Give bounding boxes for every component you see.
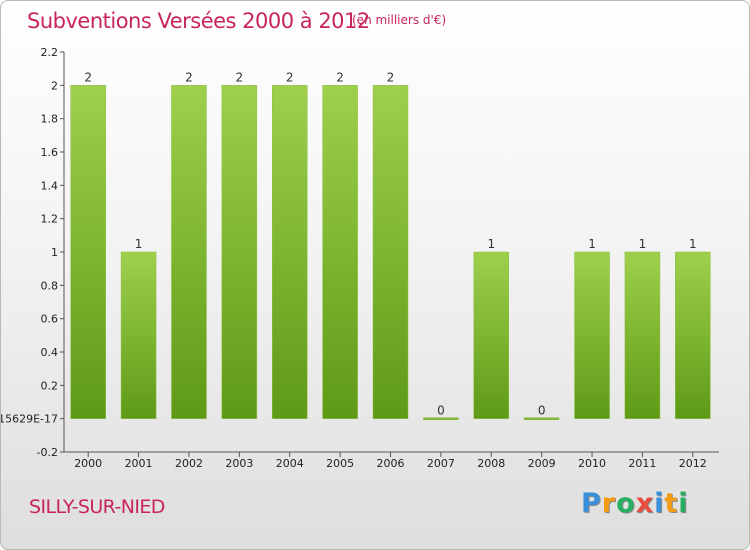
commune-name: SILLY-SUR-NIED [29,496,165,518]
bar-value-label: 1 [689,237,697,251]
x-tick-label: 2008 [477,457,505,470]
logo-letter: i [678,488,689,519]
bar-2001[interactable] [120,251,157,419]
bar-2010[interactable] [574,251,610,419]
x-tick-label: 2011 [628,457,656,470]
bar-2008[interactable] [473,251,510,419]
x-tick-label: 2001 [125,457,153,470]
x-tick-label: 2010 [578,457,606,470]
y-tick-label: 0.4 [41,346,59,359]
bar-2000[interactable] [70,85,106,419]
y-tick-label: -1.15629E-17 [1,413,58,426]
y-tick-label: 1.8 [41,113,59,126]
bar-2009[interactable] [523,417,560,420]
logo-letter: i [654,488,665,519]
y-tick-label: 0.8 [41,279,59,292]
logo-letter: t [664,488,679,519]
bar-2005[interactable] [322,85,358,419]
x-tick-label: 2000 [74,457,102,470]
y-tick-label: 1.4 [41,179,59,192]
logo-letter: P [581,488,602,519]
bar-value-label: 2 [387,70,395,84]
bar-value-label: 1 [487,237,495,251]
bar-value-label: 2 [236,70,244,84]
bar-2006[interactable] [372,85,409,419]
bar-value-label: 1 [588,237,596,251]
x-tick-label: 2009 [528,457,556,470]
chart-unit: (en milliers d'€) [352,13,447,27]
bar-value-label: 0 [437,404,445,418]
y-tick-label: -0.2 [37,446,58,459]
y-tick-label: 1.6 [41,146,59,159]
bar-value-label: 2 [286,70,294,84]
x-tick-label: 2007 [427,457,455,470]
logo-letter: x [635,488,655,519]
logo-letter: r [601,488,617,519]
bar-value-label: 2 [336,70,344,84]
bar-2003[interactable] [221,85,258,419]
x-tick-label: 2004 [276,457,304,470]
proxiti-logo[interactable]: Proxiti [581,488,689,519]
y-tick-label: 0.6 [41,313,59,326]
x-tick-label: 2005 [326,457,354,470]
x-tick-label: 2002 [175,457,203,470]
y-tick-label: 1.2 [41,213,59,226]
y-tick-label: 0.2 [41,379,59,392]
bar-2004[interactable] [271,85,308,419]
x-tick-label: 2012 [679,457,707,470]
bar-value-label: 2 [185,70,193,84]
bar-2007[interactable] [423,417,459,420]
y-tick-label: 2.2 [41,46,59,59]
bar-2011[interactable] [624,251,661,419]
bar-value-label: 1 [639,237,647,251]
chart-title: Subventions Versées 2000 à 2012 [27,9,370,33]
y-tick-label: 1 [51,246,58,259]
y-tick-label: 2 [51,79,58,92]
bar-2002[interactable] [171,85,207,419]
x-tick-label: 2006 [377,457,405,470]
logo-letter: o [616,488,636,519]
bar-value-label: 0 [538,404,546,418]
x-tick-label: 2003 [225,457,253,470]
bar-2012[interactable] [675,251,711,419]
bar-value-label: 1 [135,237,143,251]
bar-value-label: 2 [84,70,92,84]
